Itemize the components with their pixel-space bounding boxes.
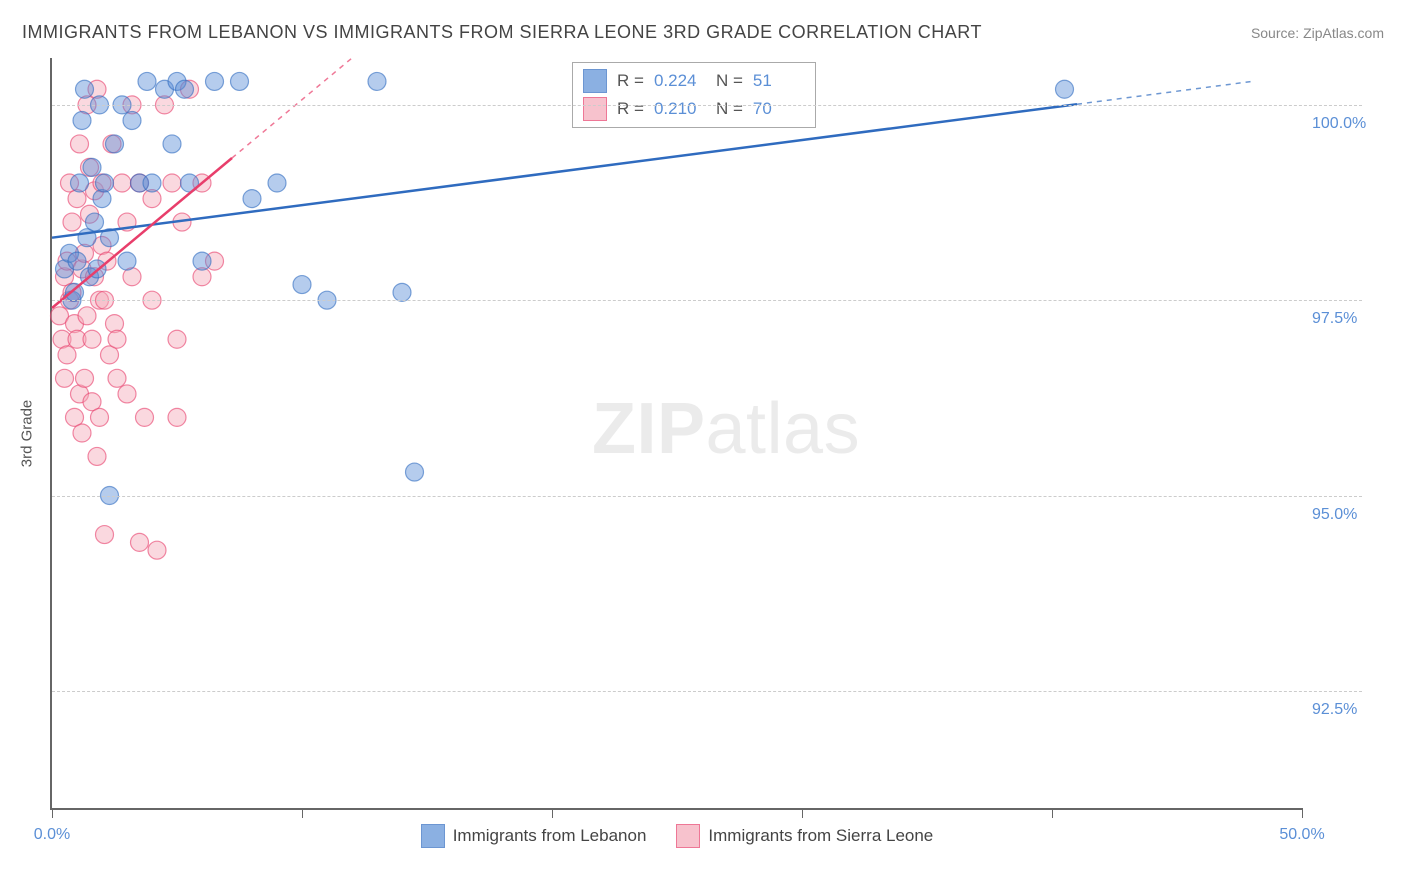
data-point bbox=[83, 158, 101, 176]
data-point bbox=[76, 369, 94, 387]
data-point bbox=[193, 252, 211, 270]
trend-line-solid bbox=[52, 104, 1077, 237]
data-point bbox=[108, 330, 126, 348]
data-point bbox=[163, 135, 181, 153]
stats-legend: R = 0.224 N = 51 R = 0.210 N = 70 bbox=[572, 62, 816, 128]
y-tick-label: 95.0% bbox=[1312, 506, 1402, 524]
data-point bbox=[268, 174, 286, 192]
data-point bbox=[148, 541, 166, 559]
legend-item: Immigrants from Sierra Leone bbox=[676, 824, 933, 848]
plot-area: ZIPatlas R =0.224N =51R =0.210N =70 Immi… bbox=[50, 58, 1302, 810]
data-point bbox=[136, 408, 154, 426]
data-point bbox=[96, 526, 114, 544]
x-tick bbox=[552, 808, 553, 818]
data-point bbox=[93, 190, 111, 208]
data-point bbox=[71, 174, 89, 192]
legend-swatch bbox=[583, 69, 607, 93]
data-point bbox=[91, 408, 109, 426]
data-point bbox=[1056, 80, 1074, 98]
plot-svg bbox=[52, 58, 1302, 808]
trend-line-dashed bbox=[232, 58, 352, 158]
data-point bbox=[86, 213, 104, 231]
data-point bbox=[63, 213, 81, 231]
data-point bbox=[243, 190, 261, 208]
legend-swatch bbox=[676, 824, 700, 848]
gridline-h bbox=[52, 105, 1362, 106]
x-tick bbox=[52, 808, 53, 818]
r-value: 0.224 bbox=[654, 71, 706, 91]
x-tick-label: 0.0% bbox=[34, 826, 70, 844]
data-point bbox=[56, 369, 74, 387]
x-tick bbox=[802, 808, 803, 818]
legend-swatch bbox=[421, 824, 445, 848]
data-point bbox=[76, 80, 94, 98]
stats-legend-row: R = 0.210 N = 70 bbox=[583, 95, 805, 123]
data-point bbox=[106, 135, 124, 153]
legend-series-name: Immigrants from Sierra Leone bbox=[708, 826, 933, 846]
data-point bbox=[368, 72, 386, 90]
n-label: N = bbox=[716, 71, 743, 91]
x-tick-label: 50.0% bbox=[1279, 826, 1324, 844]
data-point bbox=[108, 369, 126, 387]
gridline-h bbox=[52, 300, 1362, 301]
y-axis-label: 3rd Grade bbox=[19, 399, 36, 467]
legend-swatch bbox=[583, 97, 607, 121]
data-point bbox=[66, 283, 84, 301]
data-point bbox=[231, 72, 249, 90]
r-label: R = bbox=[617, 71, 644, 91]
source-label: Source: ZipAtlas.com bbox=[1251, 25, 1384, 41]
data-point bbox=[73, 112, 91, 130]
data-point bbox=[118, 252, 136, 270]
data-point bbox=[78, 307, 96, 325]
data-point bbox=[168, 408, 186, 426]
legend-series-name: Immigrants from Lebanon bbox=[453, 826, 647, 846]
data-point bbox=[71, 135, 89, 153]
data-point bbox=[138, 72, 156, 90]
stats-legend-row: R = 0.224 N = 51 bbox=[583, 67, 805, 95]
data-point bbox=[68, 190, 86, 208]
x-tick bbox=[1302, 808, 1303, 818]
r-value: 0.210 bbox=[654, 99, 706, 119]
n-value: 70 bbox=[753, 99, 805, 119]
data-point bbox=[96, 174, 114, 192]
y-axis-label-wrap: 3rd Grade bbox=[12, 58, 42, 808]
data-point bbox=[73, 424, 91, 442]
x-tick bbox=[1052, 808, 1053, 818]
data-point bbox=[293, 276, 311, 294]
trend-line-dashed bbox=[1077, 81, 1252, 104]
data-point bbox=[88, 447, 106, 465]
gridline-h bbox=[52, 496, 1362, 497]
data-point bbox=[393, 283, 411, 301]
y-tick-label: 100.0% bbox=[1312, 115, 1402, 133]
data-point bbox=[406, 463, 424, 481]
x-tick bbox=[302, 808, 303, 818]
data-point bbox=[163, 174, 181, 192]
data-point bbox=[206, 72, 224, 90]
y-tick-label: 97.5% bbox=[1312, 310, 1402, 328]
data-point bbox=[118, 385, 136, 403]
data-point bbox=[106, 315, 124, 333]
y-tick-label: 92.5% bbox=[1312, 701, 1402, 719]
data-point bbox=[131, 533, 149, 551]
chart-title: IMMIGRANTS FROM LEBANON VS IMMIGRANTS FR… bbox=[22, 22, 982, 43]
legend-item: Immigrants from Lebanon bbox=[421, 824, 647, 848]
data-point bbox=[168, 330, 186, 348]
series-legend: Immigrants from Lebanon Immigrants from S… bbox=[52, 824, 1302, 848]
data-point bbox=[58, 346, 76, 364]
data-point bbox=[143, 174, 161, 192]
gridline-h bbox=[52, 691, 1362, 692]
r-label: R = bbox=[617, 99, 644, 119]
n-label: N = bbox=[716, 99, 743, 119]
data-point bbox=[83, 330, 101, 348]
data-point bbox=[123, 112, 141, 130]
data-point bbox=[113, 174, 131, 192]
data-point bbox=[68, 252, 86, 270]
data-point bbox=[176, 80, 194, 98]
n-value: 51 bbox=[753, 71, 805, 91]
